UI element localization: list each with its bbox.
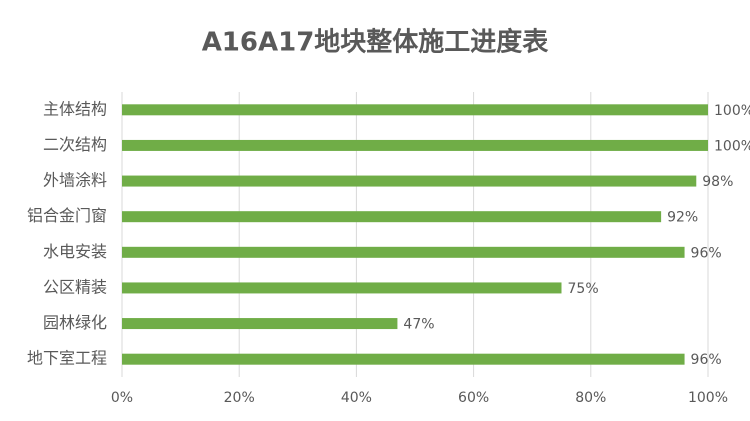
bar	[122, 353, 685, 365]
bar	[122, 104, 708, 116]
value-label: 98%	[702, 174, 733, 190]
y-tick-label: 主体结构	[43, 99, 107, 118]
y-tick-label: 水电安装	[43, 242, 107, 261]
chart-title: A16A17地块整体施工进度表	[202, 27, 550, 58]
y-tick-label: 园林绿化	[43, 313, 107, 332]
value-label: 96%	[691, 245, 722, 261]
y-tick-label: 外墙涂料	[43, 171, 107, 190]
bar	[122, 246, 685, 258]
x-tick-label: 80%	[575, 390, 606, 406]
bar	[122, 318, 398, 330]
y-tick-label: 地下室工程	[27, 349, 107, 368]
value-label: 100%	[714, 138, 750, 154]
value-label: 100%	[714, 103, 750, 119]
bar	[122, 211, 662, 223]
value-label: 96%	[691, 352, 722, 368]
x-tick-label: 20%	[224, 390, 255, 406]
bar	[122, 175, 697, 187]
y-tick-label: 公区精装	[43, 277, 107, 296]
x-tick-label: 60%	[458, 390, 489, 406]
y-tick-label: 二次结构	[43, 135, 107, 154]
x-tick-label: 40%	[341, 390, 372, 406]
value-label: 47%	[403, 317, 434, 333]
y-tick-label: 铝合金门窗	[27, 206, 107, 225]
value-label: 92%	[667, 210, 698, 226]
bar	[122, 139, 708, 151]
value-label: 75%	[568, 281, 599, 297]
x-tick-label: 0%	[111, 390, 133, 406]
x-tick-label: 100%	[688, 390, 728, 406]
bar	[122, 282, 562, 294]
